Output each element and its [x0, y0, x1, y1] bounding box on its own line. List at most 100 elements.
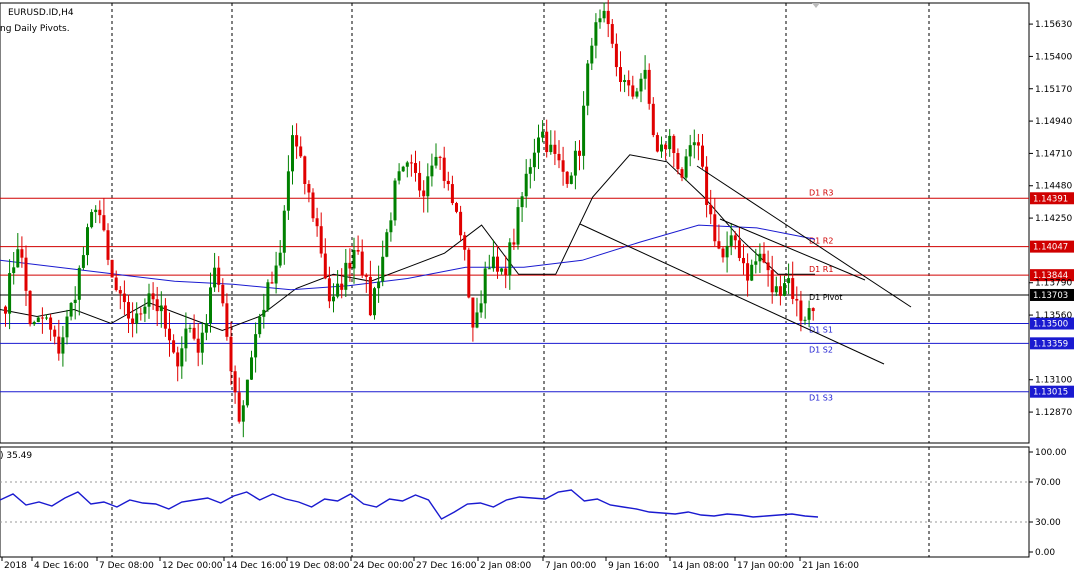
price-tag-box [1030, 317, 1074, 330]
candle [274, 251, 278, 294]
candle-body [303, 156, 307, 185]
candle-body [725, 245, 729, 258]
x-tick-label: 24 Dec 00:00 [353, 561, 414, 571]
candle [405, 160, 409, 178]
chart-shift-marker [812, 3, 820, 8]
candle [86, 223, 89, 266]
candle-body [471, 297, 475, 328]
candle-body [291, 135, 294, 172]
chart-symbol: EURUSD.ID,H4 [8, 8, 74, 18]
candle-body [340, 283, 344, 290]
candles [4, 0, 815, 438]
candle [262, 293, 266, 329]
candle-body [106, 230, 110, 260]
x-tick-label: 14 Dec 16:00 [226, 561, 287, 571]
candle-body [172, 340, 176, 353]
candle-body [147, 293, 151, 307]
candle-body [778, 286, 782, 296]
x-tick-label: 14 Jan 08:00 [672, 561, 729, 571]
candle [524, 159, 528, 208]
candle [385, 228, 389, 258]
candle-body [122, 293, 126, 303]
trendline [579, 223, 885, 365]
candle [446, 171, 450, 191]
candle-body [102, 215, 106, 231]
candle-body [98, 209, 102, 216]
candle [418, 161, 422, 198]
candle [90, 209, 94, 229]
candle-body [803, 319, 807, 321]
candle [414, 150, 417, 182]
candle-body [729, 235, 733, 246]
candle-body [61, 337, 65, 354]
candle-body [811, 308, 815, 312]
candle-body [114, 277, 118, 291]
candle-body [213, 267, 217, 288]
candle [49, 314, 53, 342]
price-tag-label: 1.14047 [1033, 243, 1068, 253]
price-tag-label: 1.13359 [1033, 339, 1068, 349]
candle-body [561, 160, 565, 172]
rsi-y-tick-label: 70.00 [1035, 478, 1061, 488]
candle [426, 163, 430, 213]
candle [508, 238, 512, 290]
candle [647, 63, 651, 110]
candle-body [541, 131, 545, 138]
candle-body [430, 165, 434, 177]
candle-body [467, 249, 471, 298]
y-tick-label: 1.12870 [1035, 408, 1072, 418]
candle [688, 134, 692, 167]
candle-body [787, 278, 791, 284]
candle-body [373, 288, 376, 316]
candle [664, 143, 668, 160]
candle [778, 275, 782, 306]
candle-body [49, 317, 53, 330]
candle [106, 223, 110, 266]
candle [725, 231, 729, 273]
candle-body [233, 371, 237, 393]
candle-body [590, 45, 594, 64]
candle [803, 316, 807, 325]
candle [250, 350, 253, 381]
candle-body [479, 303, 483, 313]
candle-body [651, 103, 655, 136]
y-tick-label: 1.13790 [1035, 279, 1072, 289]
candle [487, 254, 491, 270]
candle-body [159, 305, 163, 312]
candle [627, 70, 631, 97]
candle [319, 212, 323, 258]
rsi-frame [0, 446, 1030, 558]
y-tick-label: 1.14250 [1035, 214, 1072, 224]
y-tick-label: 1.15630 [1035, 20, 1072, 30]
candle-body [791, 278, 795, 299]
candle [311, 188, 315, 223]
candle-body [660, 144, 663, 152]
candle-body [557, 153, 561, 161]
candle [12, 251, 16, 285]
candle [151, 282, 155, 310]
candle [758, 243, 762, 273]
candle-body [163, 305, 167, 329]
candle [110, 259, 114, 278]
candle-body [701, 145, 704, 167]
candle-body [713, 214, 717, 242]
candle [131, 302, 135, 338]
x-tick-label: 12 Dec 00:00 [162, 561, 223, 571]
candle [69, 301, 73, 321]
candle [573, 141, 577, 190]
candle [315, 207, 319, 237]
candle-body [237, 392, 241, 422]
candle [135, 302, 139, 334]
candle [455, 201, 458, 214]
candle [692, 129, 696, 159]
price-tag-box [1030, 269, 1074, 282]
candle-body [254, 334, 258, 358]
ma-slow-line [0, 224, 816, 291]
candle [483, 261, 487, 319]
candle-body [631, 85, 635, 97]
candle [602, 2, 606, 23]
candle [303, 155, 307, 195]
candle-body [200, 332, 204, 353]
rsi-value-label: ) 35.49 [0, 451, 32, 461]
candle [381, 240, 385, 287]
